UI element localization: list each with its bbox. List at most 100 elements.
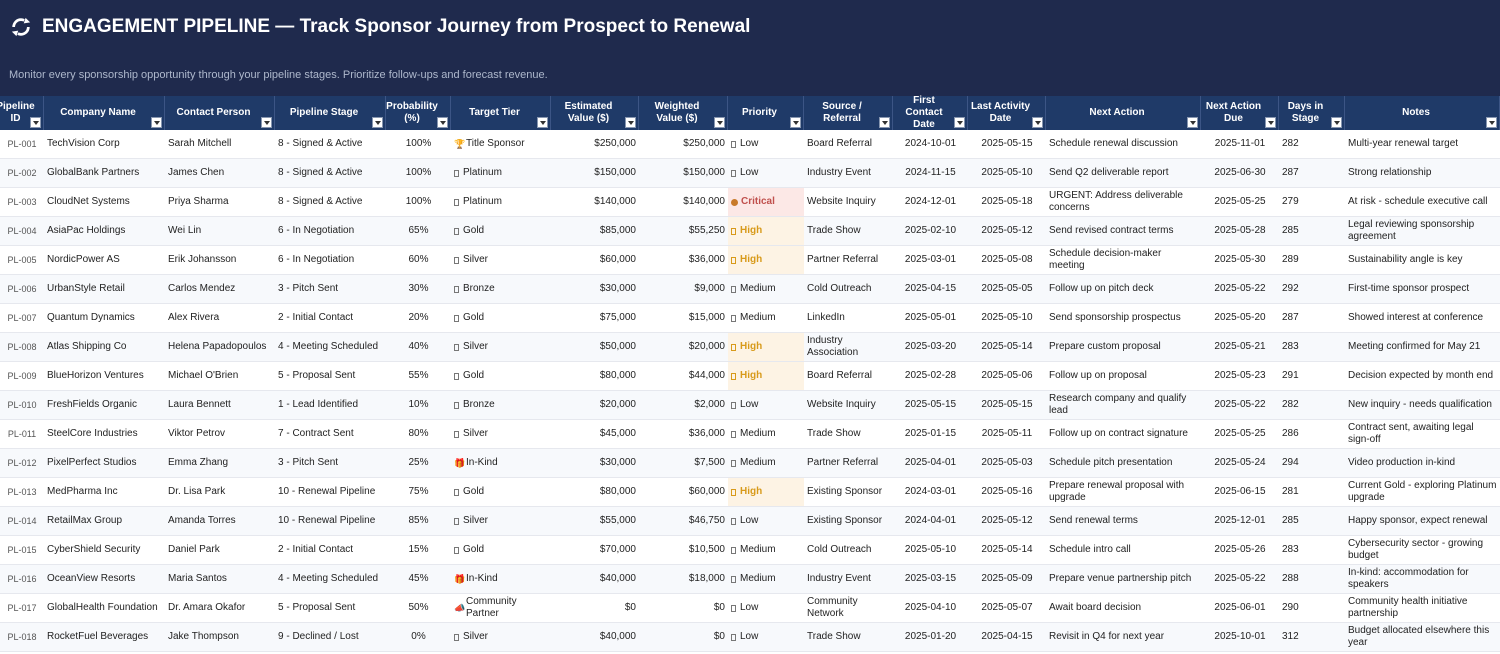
column-header-days-in-stage[interactable]: Days in Stage (1279, 96, 1345, 130)
filter-dropdown-icon[interactable] (372, 117, 383, 128)
table-row[interactable]: PL-009 BlueHorizon Ventures Michael O'Brie… (0, 362, 1500, 391)
filter-dropdown-icon[interactable] (625, 117, 636, 128)
cell-text: Critical (741, 196, 775, 207)
cell-text: Bronze (463, 399, 495, 410)
cell-target-tier: Silver (451, 507, 551, 535)
cell-text: 288 (1282, 573, 1299, 584)
cell-probability: 0% (386, 623, 451, 651)
cell-text: 6 - In Negotiation (278, 254, 355, 265)
filter-dropdown-icon[interactable] (1032, 117, 1043, 128)
cell-text: 2024-12-01 (904, 196, 957, 207)
cell-text: PL-005 (7, 255, 37, 265)
filter-dropdown-icon[interactable] (954, 117, 965, 128)
table-row[interactable]: PL-011 SteelCore Industries Viktor Petrov 7… (0, 420, 1500, 449)
cell-text: Title Sponsor (466, 138, 525, 149)
cell-text: Multi-year renewal target (1348, 138, 1459, 149)
table-row[interactable]: PL-015 CyberShield Security Daniel Park 2 -… (0, 536, 1500, 565)
cell-target-tier: Bronze (451, 275, 551, 303)
cell-text: Industry Event (807, 573, 871, 584)
table-row[interactable]: PL-018 RocketFuel Beverages Jake Thompson 9… (0, 623, 1500, 652)
cell-next-action: Research company and qualify lead (1046, 391, 1201, 419)
table-row[interactable]: PL-008 Atlas Shipping Co Helena Papadopoul… (0, 333, 1500, 362)
column-header-contact-person[interactable]: Contact Person (165, 96, 275, 130)
cell-text: Atlas Shipping Co (47, 341, 127, 352)
column-header-label: Target Tier (469, 107, 520, 118)
cell-text: $15,000 (688, 312, 725, 323)
filter-dropdown-icon[interactable] (790, 117, 801, 128)
table-row[interactable]: PL-006 UrbanStyle Retail Carlos Mendez 3 - … (0, 275, 1500, 304)
column-header-next-action[interactable]: Next Action (1046, 96, 1201, 130)
refresh-cycle-icon (11, 17, 31, 37)
cell-text: 2025-03-15 (904, 573, 957, 584)
cell-text: CloudNet Systems (47, 196, 130, 207)
cell-notes: Sustainability angle is key (1345, 246, 1500, 274)
cell-priority: Critical (728, 188, 804, 216)
cell-notes: Decision expected by month end (1345, 362, 1500, 390)
tier-icon (454, 372, 459, 380)
cell-pipeline-id: PL-017 (0, 594, 44, 622)
table-row[interactable]: PL-001 TechVision Corp Sarah Mitchell 8 - S… (0, 130, 1500, 159)
column-header-notes[interactable]: Notes (1345, 96, 1500, 130)
cell-text: RocketFuel Beverages (47, 631, 149, 642)
column-header-first-contact-date[interactable]: First Contact Date (893, 95, 968, 130)
filter-dropdown-icon[interactable] (537, 117, 548, 128)
cell-text: Cold Outreach (807, 283, 872, 294)
table-row[interactable]: PL-017 GlobalHealth Foundation Dr. Amara O… (0, 594, 1500, 623)
filter-dropdown-icon[interactable] (151, 117, 162, 128)
cell-company-name: AsiaPac Holdings (44, 217, 165, 245)
table-row[interactable]: PL-004 AsiaPac Holdings Wei Lin 6 - In Nego… (0, 217, 1500, 246)
cell-text: GlobalHealth Foundation (47, 602, 158, 613)
filter-dropdown-icon[interactable] (1331, 117, 1342, 128)
tier-icon (454, 227, 459, 235)
filter-dropdown-icon[interactable] (714, 117, 725, 128)
column-header-probability[interactable]: Probability (%) (386, 96, 451, 130)
cell-target-tier: Platinum (451, 188, 551, 216)
filter-dropdown-icon[interactable] (261, 117, 272, 128)
tier-icon (454, 430, 459, 438)
cell-text: 55% (408, 370, 429, 381)
cell-contact-person: Jake Thompson (165, 623, 275, 651)
table-row[interactable]: PL-003 CloudNet Systems Priya Sharma 8 - Si… (0, 188, 1500, 217)
cell-text: Decision expected by month end (1348, 370, 1494, 381)
column-header-weighted-value[interactable]: Weighted Value ($) (639, 96, 728, 130)
table-row[interactable]: PL-002 GlobalBank Partners James Chen 8 - S… (0, 159, 1500, 188)
table-row[interactable]: PL-016 OceanView Resorts Maria Santos 4 - M… (0, 565, 1500, 594)
cell-text: PL-001 (7, 139, 37, 149)
table-row[interactable]: PL-007 Quantum Dynamics Alex Rivera 2 - Ini… (0, 304, 1500, 333)
cell-text: 2025-06-30 (1214, 167, 1266, 178)
cell-notes: Happy sponsor, expect renewal (1345, 507, 1500, 535)
column-header-priority[interactable]: Priority (728, 96, 804, 130)
table-row[interactable]: PL-013 MedPharma Inc Dr. Lisa Park 10 - Ren… (0, 478, 1500, 507)
filter-dropdown-icon[interactable] (1265, 117, 1276, 128)
table-row[interactable]: PL-005 NordicPower AS Erik Johansson 6 - In… (0, 246, 1500, 275)
column-header-last-activity-date[interactable]: Last Activity Date (968, 96, 1046, 130)
cell-text: Legal reviewing sponsorship agreement (1348, 219, 1475, 242)
filter-dropdown-icon[interactable] (1187, 117, 1198, 128)
priority-flag-icon (731, 517, 736, 525)
cell-notes: Cybersecurity sector - growing budget (1345, 536, 1500, 564)
column-header-target-tier[interactable]: Target Tier (451, 96, 551, 130)
column-header-next-action-due[interactable]: Next Action Due (1201, 96, 1279, 130)
filter-dropdown-icon[interactable] (30, 117, 41, 128)
column-header-source-referral[interactable]: Source / Referral (804, 96, 893, 130)
column-header-label: Source / Referral (822, 101, 862, 124)
cell-text: TechVision Corp (47, 138, 120, 149)
column-header-pipeline-stage[interactable]: Pipeline Stage (275, 96, 386, 130)
table-row[interactable]: PL-012 PixelPerfect Studios Emma Zhang 3 - … (0, 449, 1500, 478)
cell-text: $44,000 (688, 370, 725, 381)
filter-dropdown-icon[interactable] (879, 117, 890, 128)
filter-dropdown-icon[interactable] (1486, 117, 1497, 128)
column-header-pipeline-id[interactable]: Pipeline ID (0, 96, 44, 130)
column-header-company-name[interactable]: Company Name (44, 96, 165, 130)
column-header-estimated-value[interactable]: Estimated Value ($) (551, 96, 639, 130)
cell-next-action-due: 2025-05-22 (1201, 275, 1279, 303)
cell-text: 2025-05-24 (1214, 457, 1266, 468)
cell-text: 2025-05-18 (981, 196, 1033, 207)
cell-text: 2025-05-10 (981, 312, 1033, 323)
cell-text: Trade Show (807, 225, 861, 236)
table-row[interactable]: PL-010 FreshFields Organic Laura Bennett 1 … (0, 391, 1500, 420)
table-row[interactable]: PL-014 RetailMax Group Amanda Torres 10 - R… (0, 507, 1500, 536)
cell-source-referral: Existing Sponsor (804, 478, 893, 506)
cell-text: 312 (1282, 631, 1299, 642)
filter-dropdown-icon[interactable] (437, 117, 448, 128)
